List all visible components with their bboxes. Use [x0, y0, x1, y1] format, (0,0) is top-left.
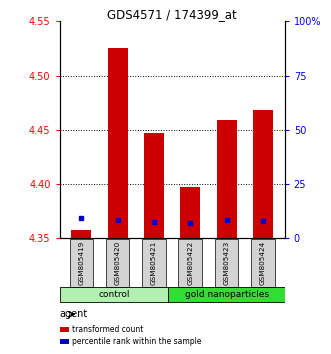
Text: GSM805420: GSM805420: [115, 241, 121, 285]
Bar: [142, 239, 166, 287]
Text: GSM805421: GSM805421: [151, 241, 157, 285]
Title: GDS4571 / 174399_at: GDS4571 / 174399_at: [107, 8, 237, 21]
Text: transformed count: transformed count: [72, 325, 144, 334]
Text: GSM805424: GSM805424: [260, 241, 266, 285]
Bar: [215, 239, 238, 287]
Bar: [251, 239, 275, 287]
Bar: [60, 287, 168, 302]
Bar: [60, 339, 70, 344]
Text: gold nanoparticles: gold nanoparticles: [184, 290, 269, 299]
Bar: [144, 133, 164, 238]
Bar: [106, 239, 129, 287]
Text: agent: agent: [60, 309, 88, 319]
Bar: [216, 120, 237, 238]
Text: GSM805419: GSM805419: [78, 241, 84, 285]
Bar: [60, 327, 70, 332]
Text: GSM805422: GSM805422: [187, 241, 193, 285]
Bar: [178, 239, 202, 287]
Text: percentile rank within the sample: percentile rank within the sample: [72, 337, 202, 346]
Text: GSM805423: GSM805423: [223, 241, 230, 285]
Text: control: control: [98, 290, 130, 299]
Bar: [168, 287, 285, 302]
Bar: [108, 48, 128, 238]
Bar: [70, 239, 93, 287]
Bar: [71, 230, 91, 238]
Bar: [253, 110, 273, 238]
Bar: [180, 187, 200, 238]
